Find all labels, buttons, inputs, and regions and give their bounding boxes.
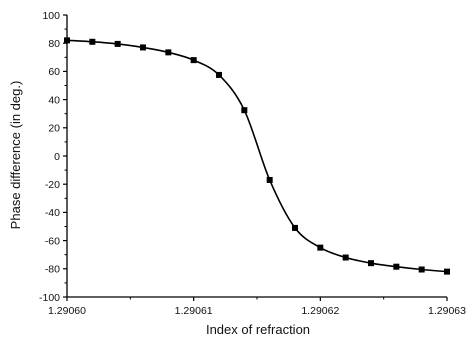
x-tick-label: 1.29062 [301,305,339,317]
y-tick-label: 100 [42,10,60,22]
series-line [66,39,448,273]
data-point-marker [241,107,248,114]
data-point-marker [216,71,222,78]
x-axis-title: Index of refraction [206,322,310,337]
data-point-marker [342,254,349,261]
y-tick-label: -100 [39,292,60,304]
data-point-marker [64,37,70,44]
y-tick-label: -40 [45,207,60,219]
data-point-marker [393,263,400,270]
data-point-marker [266,176,273,183]
y-tick-label: 20 [48,123,60,135]
y-tick-label: 60 [48,66,60,78]
y-tick-label: 0 [54,151,60,163]
data-point-marker [444,268,450,275]
data-point-marker [114,40,121,47]
x-tick-label: 1.29061 [175,305,213,317]
series-layer [64,37,450,275]
y-tick-label: 40 [48,94,60,106]
data-point-marker [418,266,425,273]
data-point-marker [140,44,146,51]
ticks-layer: -100 -80 -60 -40 -20 0 20 40 60 80 100 1.29060 1.290… [39,10,466,317]
data-point-marker [368,260,374,267]
y-tick-label: -20 [45,179,60,191]
y-axis-title: Phase difference (in deg.) [8,81,23,230]
data-point-marker [165,49,172,56]
x-tick-label: 1.29063 [428,305,466,317]
y-tick-label: -80 [45,264,60,276]
data-point-marker [190,57,197,64]
data-point-marker [317,244,324,251]
y-tick-label: -60 [45,235,60,247]
data-point-marker [292,224,298,231]
x-tick-label: 1.29060 [48,305,86,317]
y-tick-label: 80 [48,38,60,50]
data-point-marker [89,38,96,45]
